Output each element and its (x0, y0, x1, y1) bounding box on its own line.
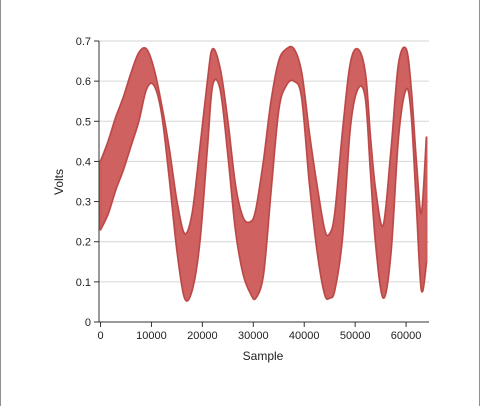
y-tick-label: 0.2 (76, 237, 91, 249)
x-tick-label: 50000 (340, 330, 371, 342)
axes: 0 0.1 0.2 0.3 0.4 0.5 0.6 0.7 0 10000 20000 30000 40… (76, 36, 429, 342)
series-layer (99, 45, 428, 302)
y-tick-label: 0.1 (76, 277, 91, 289)
x-tick-label: 0 (97, 330, 103, 342)
signal-lower-edge (99, 78, 428, 302)
x-tick-label: 40000 (289, 330, 320, 342)
y-tick-label: 0.4 (76, 156, 91, 168)
signal-upper-edge (99, 46, 428, 237)
y-axis-title: Volts (52, 169, 66, 195)
x-tick-label: 20000 (187, 330, 218, 342)
y-tick-label: 0.3 (76, 197, 91, 209)
y-tick-label: 0.7 (76, 36, 91, 48)
x-tick-label: 30000 (238, 330, 269, 342)
y-tick-label: 0 (85, 317, 91, 329)
y-tick-label: 0.6 (76, 76, 91, 88)
x-tick-label: 60000 (391, 330, 422, 342)
x-axis-title: Sample (243, 349, 284, 363)
y-tick-label: 0.5 (76, 116, 91, 128)
x-tick-label: 10000 (136, 330, 167, 342)
